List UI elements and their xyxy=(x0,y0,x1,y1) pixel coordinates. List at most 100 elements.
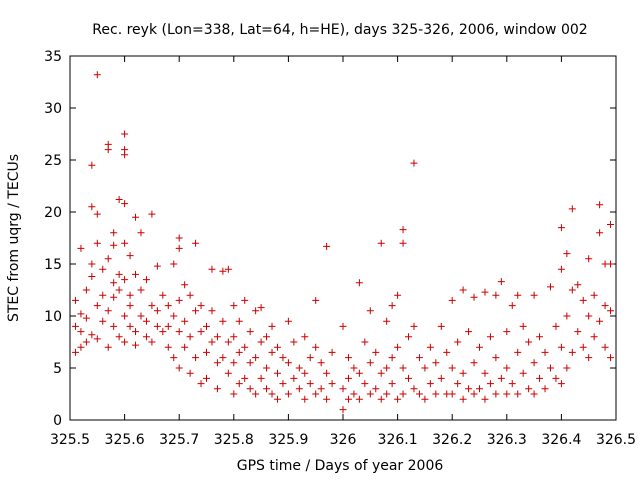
data-point xyxy=(235,348,243,356)
data-point xyxy=(590,291,598,299)
data-point xyxy=(235,317,243,325)
data-point xyxy=(312,390,320,398)
data-point xyxy=(394,291,402,299)
data-point xyxy=(410,322,418,330)
data-point xyxy=(465,328,473,336)
data-point xyxy=(170,312,178,320)
data-point xyxy=(410,159,418,167)
data-point xyxy=(175,234,183,242)
data-point xyxy=(175,244,183,252)
data-point xyxy=(213,385,221,393)
data-point xyxy=(93,239,101,247)
data-point xyxy=(164,343,172,351)
data-point xyxy=(241,343,249,351)
data-point xyxy=(268,390,276,398)
x-tick-label: 325.9 xyxy=(268,432,308,448)
data-point xyxy=(415,390,423,398)
data-point xyxy=(579,296,587,304)
data-point xyxy=(607,220,615,228)
data-point xyxy=(536,374,544,382)
data-point xyxy=(399,226,407,234)
data-point xyxy=(486,380,494,388)
data-point xyxy=(181,343,189,351)
data-point xyxy=(284,390,292,398)
data-point xyxy=(137,312,145,320)
data-point xyxy=(568,205,576,213)
data-points xyxy=(71,71,615,414)
data-point xyxy=(93,335,101,343)
data-point xyxy=(399,239,407,247)
data-point xyxy=(557,265,565,273)
x-tick-label: 326.3 xyxy=(487,432,527,448)
data-point xyxy=(350,390,358,398)
data-point xyxy=(263,333,271,341)
data-point xyxy=(470,293,478,301)
data-point xyxy=(437,374,445,382)
data-point xyxy=(525,338,533,346)
data-point xyxy=(541,385,549,393)
data-point xyxy=(399,364,407,372)
y-axis: 0 5 10 15 20 25 30 35 xyxy=(44,49,616,429)
data-point xyxy=(148,338,156,346)
data-point xyxy=(104,307,112,315)
data-point xyxy=(115,333,123,341)
data-point xyxy=(77,328,85,336)
data-point xyxy=(164,302,172,310)
x-tick-label: 326.5 xyxy=(596,432,636,448)
data-point xyxy=(224,338,232,346)
data-point xyxy=(454,380,462,388)
data-point xyxy=(383,364,391,372)
data-point xyxy=(268,348,276,356)
data-point xyxy=(263,385,271,393)
data-point xyxy=(317,385,325,393)
data-point xyxy=(82,314,90,322)
data-point xyxy=(104,146,112,154)
data-point xyxy=(503,364,511,372)
data-point xyxy=(557,380,565,388)
data-point xyxy=(339,385,347,393)
data-point xyxy=(148,302,156,310)
x-tick-label: 326.4 xyxy=(541,432,581,448)
data-point xyxy=(301,369,309,377)
data-point xyxy=(377,395,385,403)
data-point xyxy=(77,244,85,252)
data-point xyxy=(142,317,150,325)
data-point xyxy=(339,406,347,414)
data-point xyxy=(121,276,129,284)
data-point xyxy=(273,395,281,403)
data-point xyxy=(93,71,101,79)
data-point xyxy=(197,380,205,388)
data-point xyxy=(426,343,434,351)
data-point xyxy=(503,390,511,398)
data-point xyxy=(514,390,522,398)
data-point xyxy=(71,296,79,304)
data-point xyxy=(312,296,320,304)
data-point xyxy=(203,374,210,382)
data-point xyxy=(563,364,571,372)
data-point xyxy=(159,328,167,336)
data-point xyxy=(601,302,609,310)
data-point xyxy=(290,374,298,382)
data-point xyxy=(241,296,249,304)
data-point xyxy=(323,369,331,377)
data-point xyxy=(121,239,129,247)
data-point xyxy=(224,265,232,273)
data-point xyxy=(208,307,216,315)
data-point xyxy=(383,390,391,398)
data-point xyxy=(132,341,140,349)
data-point xyxy=(213,359,221,367)
y-tick-label: 35 xyxy=(44,49,62,65)
data-point xyxy=(492,354,500,362)
data-point xyxy=(219,354,227,362)
data-point xyxy=(508,302,516,310)
data-point xyxy=(388,380,396,388)
data-point xyxy=(208,338,216,346)
data-point xyxy=(486,333,494,341)
data-point xyxy=(246,359,254,367)
data-point xyxy=(563,312,571,320)
data-point xyxy=(208,265,216,273)
data-point xyxy=(219,267,227,275)
data-point xyxy=(432,359,440,367)
data-point xyxy=(344,354,352,362)
data-point xyxy=(574,281,582,289)
